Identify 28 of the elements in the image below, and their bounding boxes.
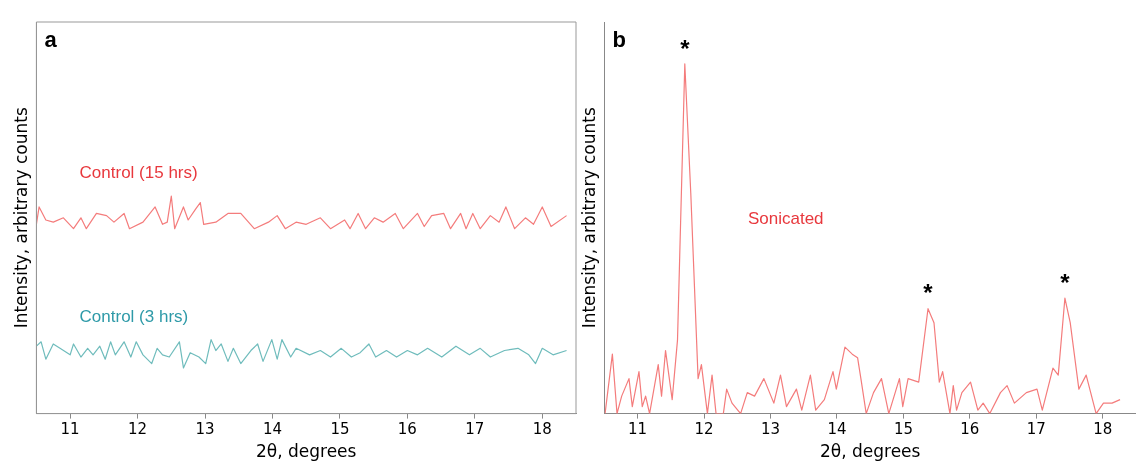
x-tick-label: 11 <box>60 420 80 439</box>
x-tick-label: 15 <box>330 420 350 439</box>
x-tick-label: 12 <box>128 420 148 439</box>
x-tick-label: 16 <box>397 420 417 439</box>
annotation: * <box>923 279 934 307</box>
x-tick-label: 11 <box>628 420 648 439</box>
text: Sonicated <box>747 208 824 228</box>
text: a <box>44 27 58 53</box>
x-tick-label: 16 <box>960 420 980 439</box>
x-tick-label: 14 <box>827 420 847 439</box>
annotation: * <box>680 34 691 62</box>
y-axis-title: Intensity, arbitrary counts <box>578 107 599 329</box>
x-axis-title: 2θ, degrees <box>819 441 921 462</box>
x-tick-label: 18 <box>1093 420 1113 439</box>
x-tick-label: 17 <box>465 420 485 439</box>
x-tick-label: 13 <box>195 420 215 439</box>
x-tick-label: 13 <box>760 420 781 439</box>
series-label: Control (15 hrs) <box>79 163 198 183</box>
x-tick-label: 18 <box>532 420 552 439</box>
x-tick-label: 14 <box>262 420 283 439</box>
x-tick-label: 15 <box>893 420 913 439</box>
x-tick-label: 17 <box>1026 420 1046 439</box>
annotation: * <box>1060 268 1071 296</box>
text: b <box>612 27 626 53</box>
x-tick-label: 12 <box>694 420 714 439</box>
series-label: Control (3 hrs) <box>79 306 189 326</box>
y-axis-title: Intensity, arbitrary counts <box>10 107 31 329</box>
x-axis-title: 2θ, degrees <box>255 441 357 462</box>
